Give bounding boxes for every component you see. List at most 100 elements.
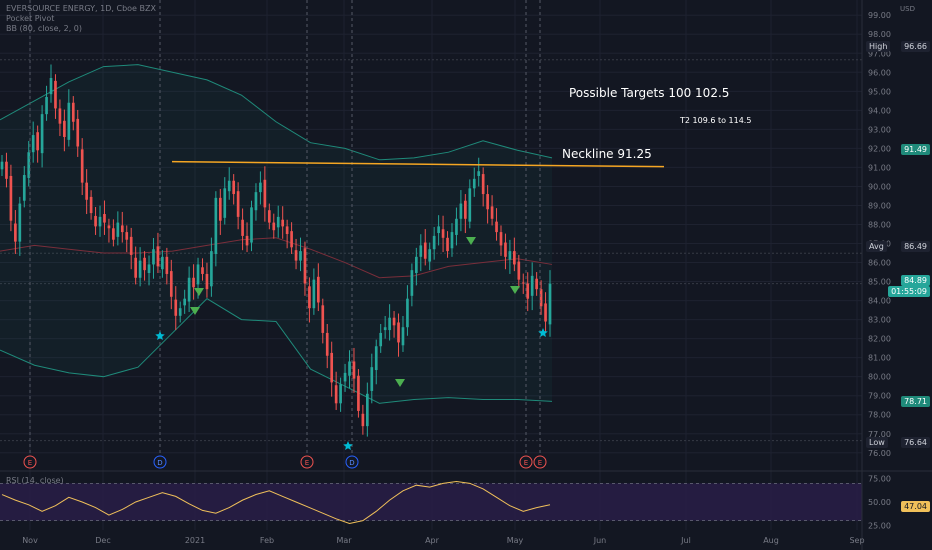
dividend-marker: D <box>345 455 359 469</box>
candle-body <box>218 197 222 221</box>
candle <box>410 263 414 307</box>
candle-body <box>138 260 142 278</box>
candle-body <box>388 317 391 331</box>
candle <box>205 262 209 298</box>
candle-body <box>468 188 472 222</box>
candle <box>374 339 378 385</box>
candle-body <box>27 152 31 178</box>
candle <box>379 323 383 353</box>
candle <box>103 200 106 235</box>
currency-label: USD <box>900 5 915 13</box>
candle <box>125 225 129 253</box>
triangle-down-icon <box>466 237 476 245</box>
candle-body <box>526 283 530 299</box>
indicator-bollinger[interactable]: BB (80, close, 2, 0) <box>6 24 82 33</box>
candle-body <box>441 229 445 238</box>
candle-body <box>71 102 75 122</box>
event-marker-ring <box>153 455 167 469</box>
candle <box>428 242 432 271</box>
candle <box>392 311 396 338</box>
candle-body <box>504 242 507 257</box>
candle <box>183 289 187 314</box>
candle-body <box>495 221 498 233</box>
candle-body <box>183 298 187 306</box>
candle <box>294 238 298 270</box>
candle-body <box>281 219 285 227</box>
event-marker-label: E <box>305 459 309 467</box>
candle <box>147 255 151 286</box>
candle-body <box>290 231 293 248</box>
x-tick-label: Jul <box>680 536 691 545</box>
bollinger-lower-line <box>0 298 553 404</box>
candle-body <box>406 298 409 328</box>
candle <box>419 234 423 272</box>
candle <box>0 155 4 176</box>
candle <box>352 347 356 393</box>
signal-markers <box>155 237 548 451</box>
y-tick-label: 90.00 <box>868 182 891 191</box>
earnings-marker: E <box>519 455 533 469</box>
earnings-marker: E <box>533 455 547 469</box>
x-tick-label: Sep <box>849 536 864 545</box>
candle <box>178 301 182 323</box>
candle <box>308 277 311 323</box>
candle-body <box>98 216 102 227</box>
candle-body <box>116 222 120 237</box>
candle-body <box>5 161 8 179</box>
candle-body <box>40 114 44 154</box>
candle <box>54 74 57 119</box>
candle-body <box>178 308 182 316</box>
rsi-title[interactable]: RSI (14, close) <box>6 476 64 485</box>
event-marker-label: D <box>157 459 162 467</box>
candle-body <box>129 236 133 255</box>
candle-body <box>397 322 400 343</box>
indicator-pocket-pivot[interactable]: Pocket Pivot <box>6 14 55 23</box>
candle-body <box>374 346 378 371</box>
candle-body <box>31 135 35 153</box>
candle <box>526 272 530 312</box>
candle-body <box>428 249 432 262</box>
candle <box>116 211 120 246</box>
candle-body <box>143 257 146 271</box>
event-marker-ring <box>345 455 359 469</box>
candle-body <box>201 267 204 274</box>
candle-body <box>521 282 525 284</box>
candle <box>539 280 543 315</box>
y-tick-label: 91.00 <box>868 163 891 172</box>
earnings-vertical-lines <box>29 0 541 468</box>
high-value: 96.66 <box>901 41 930 52</box>
triangle-down-icon <box>395 379 405 387</box>
y-tick-label: 93.00 <box>868 125 891 134</box>
candle <box>365 382 369 437</box>
y-tick-label: 95.00 <box>868 87 891 96</box>
candle-body <box>539 289 543 307</box>
candle <box>499 225 503 256</box>
candle <box>544 292 547 332</box>
candle <box>325 323 329 369</box>
candle-body <box>169 271 173 297</box>
star-icon <box>538 328 548 338</box>
candle-body <box>299 251 302 261</box>
candle-body <box>263 179 267 208</box>
candle <box>112 219 115 247</box>
candle <box>441 215 445 253</box>
event-marker-label: E <box>538 459 542 467</box>
x-tick-label: 2021 <box>185 536 205 545</box>
candle <box>383 315 387 339</box>
candle-body <box>348 361 351 376</box>
candle-body <box>272 222 276 231</box>
candle <box>22 166 26 208</box>
event-marker-ring <box>533 455 547 469</box>
low-value: 76.64 <box>901 437 930 448</box>
candle <box>517 254 521 289</box>
candle <box>152 237 155 279</box>
candle <box>236 182 240 230</box>
candle-body <box>76 118 80 147</box>
candle <box>504 233 507 270</box>
candle <box>495 208 498 241</box>
candle <box>530 262 534 311</box>
candle <box>535 272 538 296</box>
x-tick-label: Feb <box>260 536 274 545</box>
candle-body <box>22 175 26 201</box>
